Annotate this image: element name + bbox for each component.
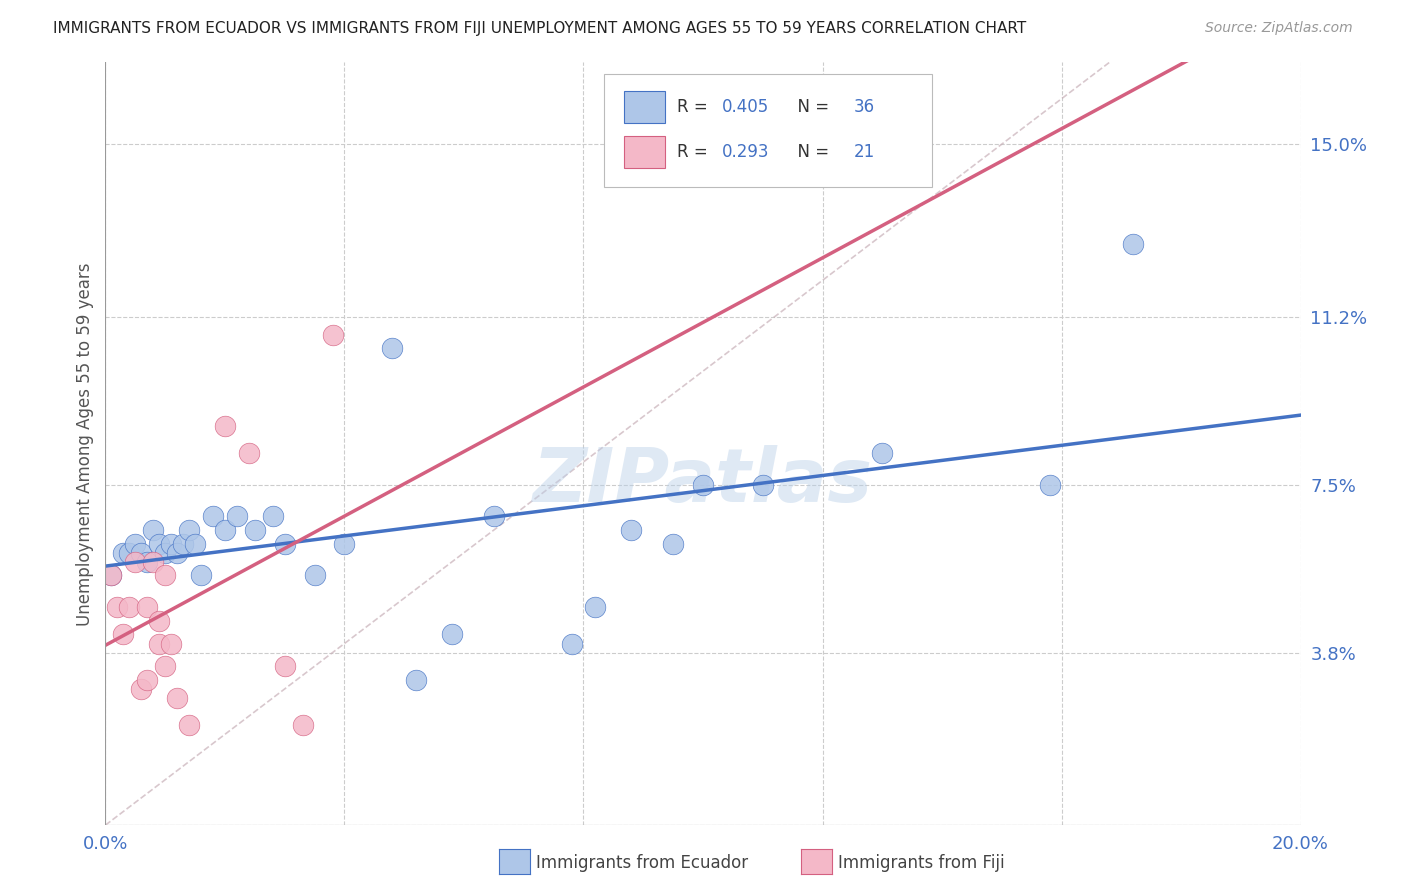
Point — [142, 555, 165, 569]
Point — [166, 691, 188, 706]
Point — [160, 536, 183, 550]
FancyBboxPatch shape — [624, 91, 665, 123]
Text: R =: R = — [676, 98, 713, 116]
Point — [243, 523, 266, 537]
Point — [184, 536, 207, 550]
Text: 36: 36 — [853, 98, 875, 116]
Point — [148, 536, 170, 550]
Point — [238, 446, 260, 460]
Point — [1038, 477, 1062, 491]
Point — [441, 627, 464, 641]
Point — [202, 509, 225, 524]
Text: N =: N = — [787, 144, 834, 161]
Point — [560, 636, 583, 650]
Point — [112, 546, 135, 560]
Point — [321, 327, 344, 342]
Point — [129, 681, 153, 696]
Point — [304, 568, 326, 582]
Point — [172, 536, 194, 550]
Point — [155, 568, 177, 582]
Point — [177, 718, 201, 732]
Point — [118, 546, 141, 560]
Text: N =: N = — [787, 98, 834, 116]
Point — [107, 600, 129, 615]
Point — [124, 555, 146, 569]
Point — [118, 600, 141, 615]
Point — [148, 636, 170, 650]
Point — [155, 546, 177, 560]
Point — [620, 523, 643, 537]
Point — [160, 636, 183, 650]
Text: Immigrants from Ecuador: Immigrants from Ecuador — [536, 854, 748, 871]
Point — [225, 509, 249, 524]
FancyBboxPatch shape — [624, 136, 665, 169]
Point — [155, 659, 177, 673]
Text: 21: 21 — [853, 144, 875, 161]
Point — [166, 546, 188, 560]
Point — [585, 600, 607, 615]
Point — [482, 509, 505, 524]
Point — [100, 568, 122, 582]
Point — [136, 673, 159, 687]
Point — [381, 342, 404, 356]
Point — [751, 477, 773, 491]
Point — [129, 546, 153, 560]
Point — [190, 568, 212, 582]
Point — [148, 614, 170, 628]
Point — [136, 555, 159, 569]
Point — [124, 536, 146, 550]
Point — [214, 523, 236, 537]
Text: 0.293: 0.293 — [723, 144, 769, 161]
Point — [262, 509, 284, 524]
Point — [214, 418, 236, 433]
Point — [273, 536, 295, 550]
Point — [1122, 237, 1144, 252]
Point — [112, 627, 135, 641]
Point — [692, 477, 714, 491]
Point — [177, 523, 201, 537]
Text: R =: R = — [676, 144, 713, 161]
Text: ZIPatlas: ZIPatlas — [533, 445, 873, 518]
Text: Source: ZipAtlas.com: Source: ZipAtlas.com — [1205, 21, 1353, 36]
Point — [273, 659, 295, 673]
Point — [405, 673, 427, 687]
Point — [100, 568, 122, 582]
Y-axis label: Unemployment Among Ages 55 to 59 years: Unemployment Among Ages 55 to 59 years — [76, 262, 94, 625]
Text: 0.405: 0.405 — [723, 98, 769, 116]
FancyBboxPatch shape — [603, 74, 932, 186]
Text: IMMIGRANTS FROM ECUADOR VS IMMIGRANTS FROM FIJI UNEMPLOYMENT AMONG AGES 55 TO 59: IMMIGRANTS FROM ECUADOR VS IMMIGRANTS FR… — [53, 21, 1026, 37]
Point — [136, 600, 159, 615]
Point — [291, 718, 314, 732]
Text: Immigrants from Fiji: Immigrants from Fiji — [838, 854, 1005, 871]
Point — [333, 536, 356, 550]
Point — [662, 536, 685, 550]
Point — [872, 446, 894, 460]
Point — [142, 523, 165, 537]
